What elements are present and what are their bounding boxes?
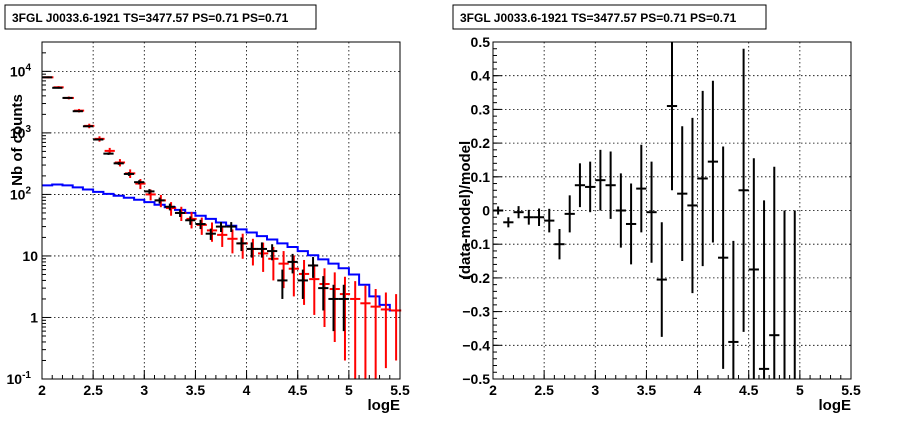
left-x-tick-label: 5.5 (390, 382, 410, 398)
right-y-tick-label: 0.3 (471, 101, 491, 117)
left-y-tick-label: 104 (10, 62, 32, 79)
right-x-axis-title: logE (819, 397, 852, 414)
right-x-tick-label: 2 (489, 382, 497, 398)
left-y-axis-title: Nb of counts (9, 94, 26, 186)
right-y-tick-label: −0.3 (462, 304, 490, 320)
right-panel: 3FGL J0033.6-1921 TS=3477.57 PS=0.71 PS=… (452, 4, 861, 414)
left-y-tick-exponent: -1 (22, 370, 31, 381)
left-x-tick-label: 4 (243, 382, 251, 398)
right-x-tick-label: 5.5 (841, 382, 861, 398)
right-y-tick-label: −0.2 (462, 270, 490, 286)
right-y-tick-label: −0.4 (462, 337, 490, 353)
left-y-tick-label: 102 (10, 185, 32, 202)
left-marks (42, 76, 402, 379)
right-y-tick-label: 0.2 (471, 135, 491, 151)
right-y-tick-label: 0.5 (471, 34, 491, 50)
right-y-axis-title: (data-model)/model (457, 141, 474, 279)
left-chart-title: 3FGL J0033.6-1921 TS=3477.57 PS=0.71 PS=… (12, 11, 289, 25)
right-x-tick-label: 4 (694, 382, 702, 398)
left-y-tick-label: 10-1 (7, 370, 32, 387)
left-x-axis-title: logE (368, 397, 401, 414)
model-step-line (42, 183, 400, 312)
left-x-tick-label: 4.5 (288, 382, 308, 398)
left-y-tick-label: 10 (22, 248, 38, 264)
left-x-tick-label: 3 (140, 382, 148, 398)
left-x-tick-label: 3.5 (186, 382, 206, 398)
left-y-tick-exponent: 3 (25, 124, 31, 135)
right-x-tick-label: 3.5 (637, 382, 657, 398)
left-title-box (4, 4, 317, 30)
right-x-tick-label: 5 (796, 382, 804, 398)
right-grid (493, 42, 851, 379)
left-y-tick-label: 1 (30, 309, 38, 325)
left-x-tick-label: 5 (345, 382, 353, 398)
right-axis-ticks: 2 2.5 3 3.5 4 4.5 5 5.5 −0.5 −0.4 −0.3 −0.2 −0.1 0 0.1… (462, 34, 861, 398)
right-y-tick-label: 0 (482, 203, 490, 219)
right-y-tick-label: 0.1 (471, 169, 491, 185)
left-y-tick-exponent: 4 (25, 62, 31, 73)
right-y-tick-label: −0.1 (462, 236, 490, 252)
right-x-tick-label: 3 (591, 382, 599, 398)
right-x-tick-label: 4.5 (739, 382, 759, 398)
right-title-box (452, 4, 767, 30)
right-x-tick-label: 2.5 (534, 382, 554, 398)
left-plot-frame (41, 41, 401, 380)
right-chart-title: 3FGL J0033.6-1921 TS=3477.57 PS=0.71 PS=… (460, 11, 737, 25)
right-y-tick-label: 0.4 (471, 68, 491, 84)
left-y-tick-exponent: 2 (25, 185, 31, 196)
left-x-tick-label: 2 (38, 382, 46, 398)
left-grid (42, 42, 400, 379)
left-panel: 3FGL J0033.6-1921 TS=3477.57 PS=0.71 PS=… (4, 4, 410, 414)
right-marks (493, 42, 796, 379)
right-y-tick-label: −0.5 (462, 371, 490, 387)
left-x-tick-label: 2.5 (83, 382, 103, 398)
